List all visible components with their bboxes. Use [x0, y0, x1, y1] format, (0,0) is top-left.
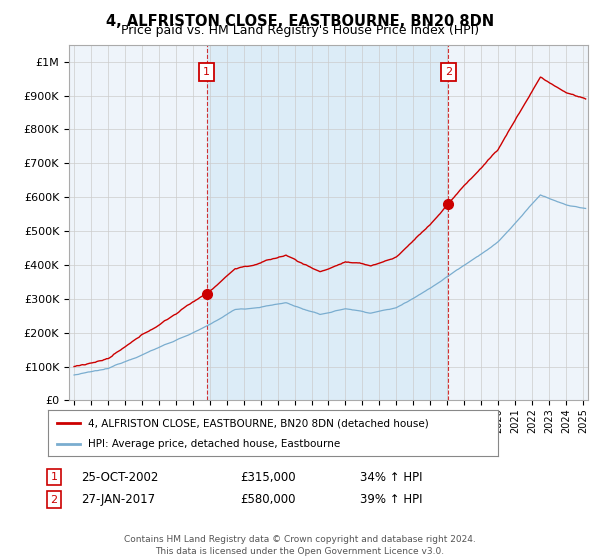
- Text: 2: 2: [50, 494, 58, 505]
- Text: 27-JAN-2017: 27-JAN-2017: [81, 493, 155, 506]
- Text: 2: 2: [445, 67, 452, 77]
- Text: £315,000: £315,000: [240, 470, 296, 484]
- Text: 1: 1: [50, 472, 58, 482]
- Text: 25-OCT-2002: 25-OCT-2002: [81, 470, 158, 484]
- Text: £580,000: £580,000: [240, 493, 296, 506]
- Text: 4, ALFRISTON CLOSE, EASTBOURNE, BN20 8DN: 4, ALFRISTON CLOSE, EASTBOURNE, BN20 8DN: [106, 14, 494, 29]
- Bar: [207, 45, 448, 400]
- Text: 34% ↑ HPI: 34% ↑ HPI: [360, 470, 422, 484]
- Text: 39% ↑ HPI: 39% ↑ HPI: [360, 493, 422, 506]
- Text: 4, ALFRISTON CLOSE, EASTBOURNE, BN20 8DN (detached house): 4, ALFRISTON CLOSE, EASTBOURNE, BN20 8DN…: [89, 418, 429, 428]
- Text: 1: 1: [203, 67, 210, 77]
- Text: Price paid vs. HM Land Registry's House Price Index (HPI): Price paid vs. HM Land Registry's House …: [121, 24, 479, 37]
- Text: HPI: Average price, detached house, Eastbourne: HPI: Average price, detached house, East…: [89, 438, 341, 449]
- Text: Contains HM Land Registry data © Crown copyright and database right 2024.
This d: Contains HM Land Registry data © Crown c…: [124, 535, 476, 556]
